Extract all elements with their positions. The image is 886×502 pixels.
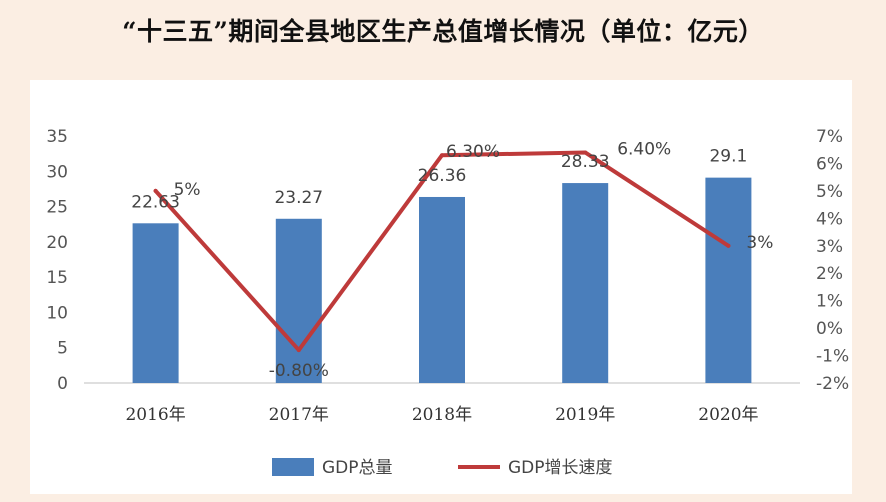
y-left-tick-label: 5: [57, 339, 68, 359]
y-right-tick-label: 7%: [816, 127, 843, 147]
growth-point: [726, 243, 731, 248]
bar-data-label: 22.63: [131, 192, 180, 212]
growth-point: [583, 150, 588, 155]
y-left-tick-label: 0: [57, 374, 68, 394]
legend-line-label: GDP增长速度: [508, 458, 613, 478]
chart-title: “十三五”期间全县地区生产总值增长情况（单位：亿元）: [122, 17, 764, 46]
x-category-label: 2020年: [698, 405, 758, 425]
growth-point: [153, 188, 158, 193]
x-category-label: 2016年: [125, 405, 185, 425]
y-right-tick-label: 2%: [816, 264, 843, 284]
gdp-bar: [275, 218, 322, 383]
y-right-tick-label: 4%: [816, 209, 843, 229]
y-right-tick-label: -1%: [816, 347, 849, 367]
bar-data-label: 29.1: [709, 147, 747, 167]
gdp-bar: [705, 177, 752, 383]
y-right-tick-label: 5%: [816, 182, 843, 202]
bar-data-label: 26.36: [418, 166, 467, 186]
y-right-tick-label: -2%: [816, 374, 849, 394]
y-left-tick-label: 20: [46, 233, 68, 253]
growth-point: [296, 348, 301, 353]
y-right-tick-label: 3%: [816, 237, 843, 257]
line-data-label: -0.80%: [269, 361, 329, 381]
growth-point: [440, 153, 444, 158]
gdp-bar: [419, 196, 465, 383]
y-left-tick-label: 25: [46, 198, 68, 218]
line-data-label: 3%: [746, 233, 773, 253]
y-right-tick-label: 6%: [816, 154, 843, 174]
gdp-bar: [562, 183, 609, 383]
line-data-label: 5%: [174, 180, 201, 200]
line-data-label: 6.30%: [446, 142, 500, 162]
legend-bar-label: GDP总量: [322, 458, 393, 478]
bar-data-label: 28.33: [561, 152, 610, 172]
y-right-tick-label: 0%: [816, 319, 843, 339]
line-data-label: 6.40%: [617, 139, 671, 159]
x-category-label: 2019年: [555, 405, 615, 425]
y-left-tick-label: 15: [46, 268, 68, 288]
gdp-bar: [132, 223, 179, 383]
x-category-label: 2018年: [412, 405, 472, 425]
bar-data-label: 23.27: [274, 188, 323, 208]
x-category-label: 2017年: [269, 405, 329, 425]
y-left-tick-label: 35: [46, 127, 68, 147]
y-left-tick-label: 10: [46, 303, 68, 323]
legend-bar-swatch: [272, 458, 314, 476]
y-right-tick-label: 1%: [816, 292, 843, 312]
y-left-tick-label: 30: [46, 162, 68, 182]
